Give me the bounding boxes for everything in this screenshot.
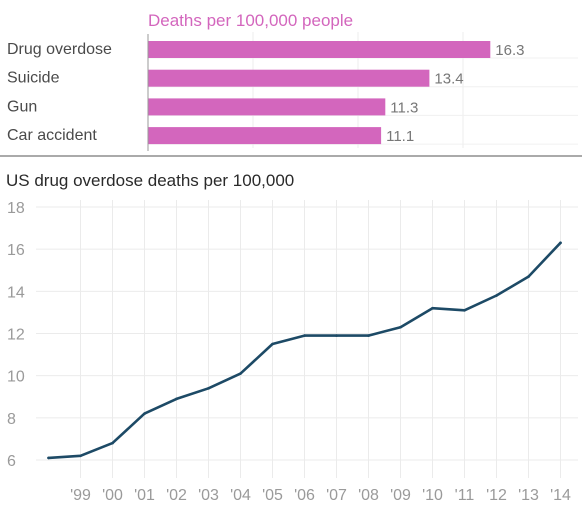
- bar: [148, 69, 430, 87]
- bar-category-label: Gun: [7, 98, 37, 115]
- y-tick-label: 10: [7, 369, 25, 386]
- x-tick-label: '05: [262, 487, 283, 504]
- data-point: [495, 294, 498, 297]
- line-chart-title: US drug overdose deaths per 100,000: [6, 171, 294, 190]
- data-point: [527, 275, 530, 278]
- bar-value-label: 11.1: [386, 128, 414, 145]
- x-tick-label: '99: [70, 487, 91, 504]
- x-tick-label: '14: [550, 487, 571, 504]
- data-point: [79, 454, 82, 458]
- data-point: [47, 456, 50, 460]
- x-tick-label: '13: [518, 487, 539, 504]
- data-point: [239, 372, 242, 375]
- bar-category-label: Car accident: [7, 127, 97, 144]
- bar-value-label: 11.3: [390, 99, 418, 116]
- x-tick-label: '02: [166, 487, 187, 504]
- x-tick-label: '08: [358, 487, 379, 504]
- x-tick-label: '07: [326, 487, 347, 504]
- data-point: [399, 325, 402, 329]
- y-tick-label: 6: [7, 453, 16, 470]
- y-tick-label: 16: [7, 242, 25, 259]
- data-point: [111, 441, 114, 445]
- bar-category-label: Drug overdose: [7, 41, 112, 58]
- x-tick-label: '03: [198, 487, 219, 504]
- bar-value-label: 13.4: [434, 71, 463, 88]
- data-point: [175, 397, 178, 401]
- line-chart: US drug overdose deaths per 100,000 6 8 10 1…: [6, 171, 578, 504]
- y-tick-label: 8: [7, 411, 16, 428]
- bar: [148, 41, 491, 58]
- bar-chart-title: Deaths per 100,000 people: [148, 11, 353, 30]
- data-point: [463, 309, 466, 312]
- data-point: [207, 387, 210, 390]
- data-point: [335, 334, 338, 337]
- y-tick-label: 18: [7, 200, 25, 217]
- x-tick-label: '04: [230, 487, 251, 504]
- x-tick-label: '09: [390, 487, 411, 504]
- x-tick-label: '01: [134, 487, 155, 504]
- data-point: [559, 241, 562, 245]
- x-tick-label: '12: [486, 487, 507, 504]
- x-tick-label: '11: [455, 487, 475, 504]
- bar-chart: Deaths per 100,000 people Drug overdose 16…: [7, 11, 578, 151]
- x-tick-label: '10: [422, 487, 443, 504]
- bar: [148, 98, 386, 116]
- bar-value-label: 16.3: [495, 42, 524, 59]
- bar-category-label: Suicide: [7, 70, 60, 87]
- data-point: [143, 412, 146, 415]
- x-tick-label: '06: [294, 487, 315, 504]
- data-point: [303, 334, 306, 337]
- data-point: [271, 342, 274, 346]
- y-tick-label: 12: [7, 327, 25, 344]
- data-point: [367, 334, 370, 337]
- x-tick-label: '00: [102, 487, 123, 504]
- y-tick-label: 14: [7, 284, 25, 301]
- data-point: [431, 306, 434, 310]
- bar: [148, 127, 382, 145]
